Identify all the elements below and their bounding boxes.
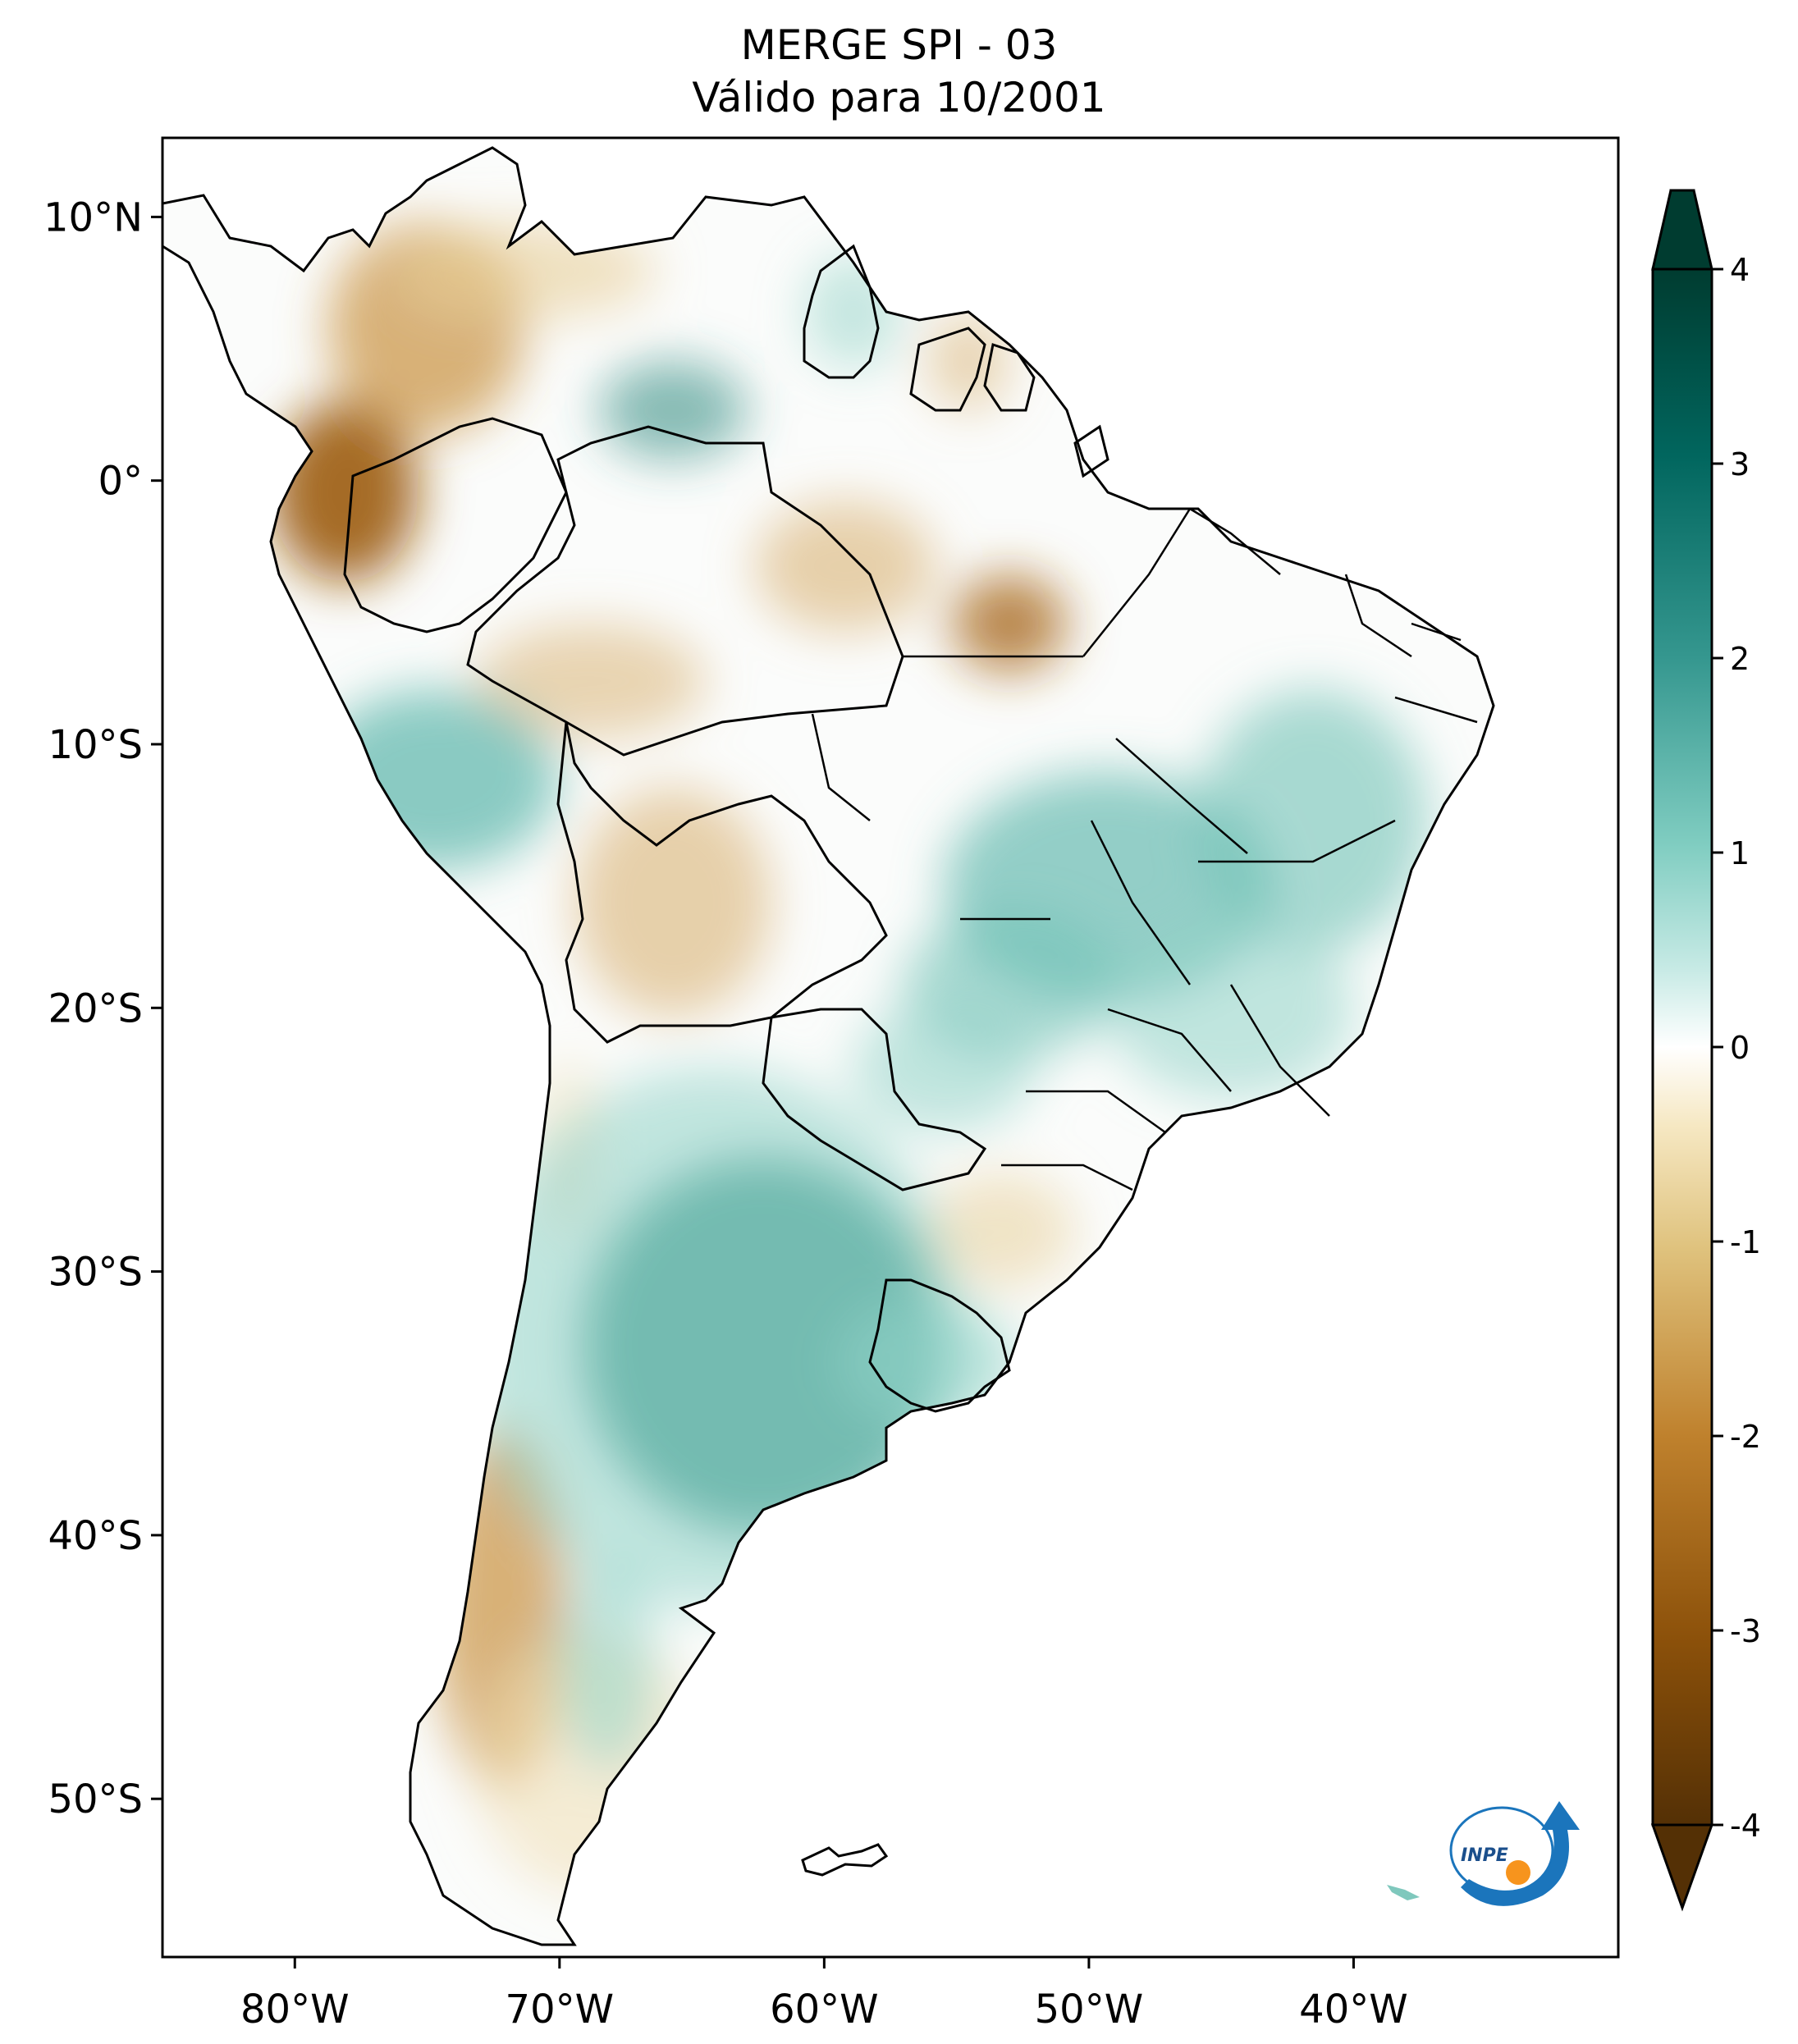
colorbar-tick-label: 3 — [1730, 446, 1750, 482]
anomaly-wet-bahia — [1198, 689, 1428, 952]
south-georgia — [1387, 1885, 1420, 1900]
colorbar-tick-label: -4 — [1730, 1808, 1761, 1844]
anomaly-wet-patagonia — [558, 1559, 657, 1772]
coastline — [162, 146, 1495, 1946]
anomaly-wet-uruguay — [837, 1296, 1018, 1428]
lon-tick-label: 80°W — [240, 1987, 350, 2033]
anomaly-wet-argentina-outer — [468, 1067, 960, 1608]
colorbar-tick-label: 1 — [1730, 835, 1750, 871]
anomaly-dry-guiana — [927, 312, 1009, 410]
lat-tick-label: 20°S — [48, 985, 143, 1031]
colorbar-bottom-extend — [1650, 1823, 1714, 1912]
anomaly-dry-venezuela — [394, 222, 657, 320]
lat-tick-label: 30°S — [48, 1250, 143, 1296]
colorbar-tick-label: -2 — [1730, 1419, 1761, 1455]
falkland-islands — [801, 1843, 889, 1877]
lat-tick-label: 10°N — [43, 194, 143, 240]
map-subtitle: Válido para 10/2001 — [692, 74, 1106, 121]
lat-tick-label: 0° — [98, 459, 143, 505]
longitude-axis: 80°W 70°W 60°W 50°W 40°W — [240, 1957, 1408, 2033]
colorbar-tick-label: 2 — [1730, 641, 1750, 677]
colorbar: 4 3 2 1 0 -1 -2 -3 -4 — [1650, 189, 1761, 1912]
anomaly-dry-acre — [476, 624, 706, 738]
colorbar-ticks: 4 3 2 1 0 -1 -2 -3 -4 — [1712, 252, 1761, 1844]
anomaly-dry-para — [952, 574, 1067, 673]
lat-tick-label: 40°S — [48, 1513, 143, 1559]
anomaly-wet-minas — [1108, 919, 1354, 1100]
anomaly-wet-roraima — [599, 361, 747, 460]
anomaly-dry-amazonas — [755, 501, 936, 632]
anomaly-dry-south-brazil — [927, 1173, 1075, 1288]
anomaly-dry-bolivia — [574, 788, 771, 1017]
lat-tick-label: 10°S — [48, 722, 143, 768]
map-title: MERGE SPI - 03 — [740, 21, 1058, 69]
anomaly-wet-mato-grosso-sul — [853, 1001, 1034, 1132]
lon-tick-label: 70°W — [506, 1987, 615, 2033]
colorbar-tick-label: -3 — [1730, 1613, 1761, 1649]
lat-tick-label: 50°S — [48, 1776, 143, 1822]
spi-anomaly-field — [271, 222, 1428, 1895]
colorbar-tick-label: 4 — [1730, 252, 1750, 288]
lon-tick-label: 60°W — [770, 1987, 879, 2033]
lon-tick-label: 50°W — [1035, 1987, 1144, 2033]
inpe-logo: INPE — [1449, 1801, 1580, 1906]
colorbar-tick-label: 0 — [1730, 1030, 1750, 1066]
latitude-axis: 10°N 0° 10°S 20°S 30°S 40°S 50°S — [43, 194, 162, 1822]
lon-tick-label: 40°W — [1299, 1987, 1408, 2033]
inpe-logo-text: INPE — [1461, 1845, 1508, 1866]
map-frame — [161, 136, 1620, 1959]
colorbar-top-extend — [1651, 189, 1713, 271]
country-borders — [343, 244, 1109, 1413]
state-borders — [811, 507, 1478, 1191]
colorbar-main — [1651, 268, 1713, 1827]
colorbar-tick-label: -1 — [1730, 1224, 1761, 1260]
